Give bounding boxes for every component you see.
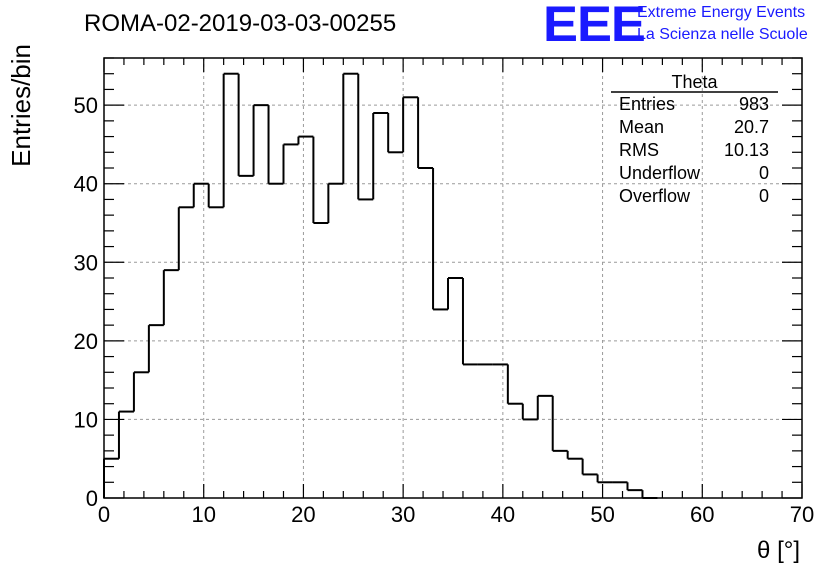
stats-label: Underflow bbox=[619, 163, 701, 183]
y-axis-label: Entries/bin bbox=[6, 44, 36, 167]
x-tick-label: 0 bbox=[98, 502, 110, 527]
y-tick-label: 30 bbox=[74, 250, 98, 275]
stats-value: 983 bbox=[739, 94, 769, 114]
plot-frame bbox=[103, 57, 803, 499]
stats-label: Mean bbox=[619, 117, 664, 137]
x-tick-label: 50 bbox=[590, 502, 614, 527]
y-tick-label: 40 bbox=[74, 172, 98, 197]
stats-value: 0 bbox=[759, 163, 769, 183]
stats-value: 10.13 bbox=[724, 140, 769, 160]
stats-label: RMS bbox=[619, 140, 659, 160]
x-axis-label: θ [°] bbox=[757, 537, 800, 564]
run-title: ROMA-02-2019-03-03-00255 bbox=[84, 10, 397, 37]
stats-value: 0 bbox=[759, 186, 769, 206]
logo-caption-line1: Extreme Energy Events bbox=[637, 4, 806, 21]
stats-value: 20.7 bbox=[734, 117, 769, 137]
x-tick-label: 70 bbox=[790, 502, 814, 527]
x-tick-labels: 0 10 20 30 40 50 60 70 bbox=[98, 502, 814, 527]
x-tick-label: 40 bbox=[491, 502, 515, 527]
y-tick-label: 0 bbox=[86, 486, 98, 511]
gridlines bbox=[104, 58, 802, 498]
stats-label: Overflow bbox=[619, 186, 691, 206]
y-tick-label: 10 bbox=[74, 407, 98, 432]
stats-title: Theta bbox=[671, 72, 718, 92]
y-tick-label: 50 bbox=[74, 93, 98, 118]
histogram-bars bbox=[103, 72, 658, 499]
logo-caption-line2: La Scienza nelle Scuole bbox=[637, 26, 808, 43]
x-tick-label: 20 bbox=[291, 502, 315, 527]
y-tick-label: 20 bbox=[74, 329, 98, 354]
x-tick-label: 60 bbox=[690, 502, 714, 527]
stats-label: Entries bbox=[619, 94, 675, 114]
eee-logo: EEE bbox=[543, 0, 646, 52]
x-tick-label: 10 bbox=[191, 502, 215, 527]
x-tick-label: 30 bbox=[391, 502, 415, 527]
y-tick-labels: 0 10 20 30 40 50 bbox=[74, 93, 98, 511]
